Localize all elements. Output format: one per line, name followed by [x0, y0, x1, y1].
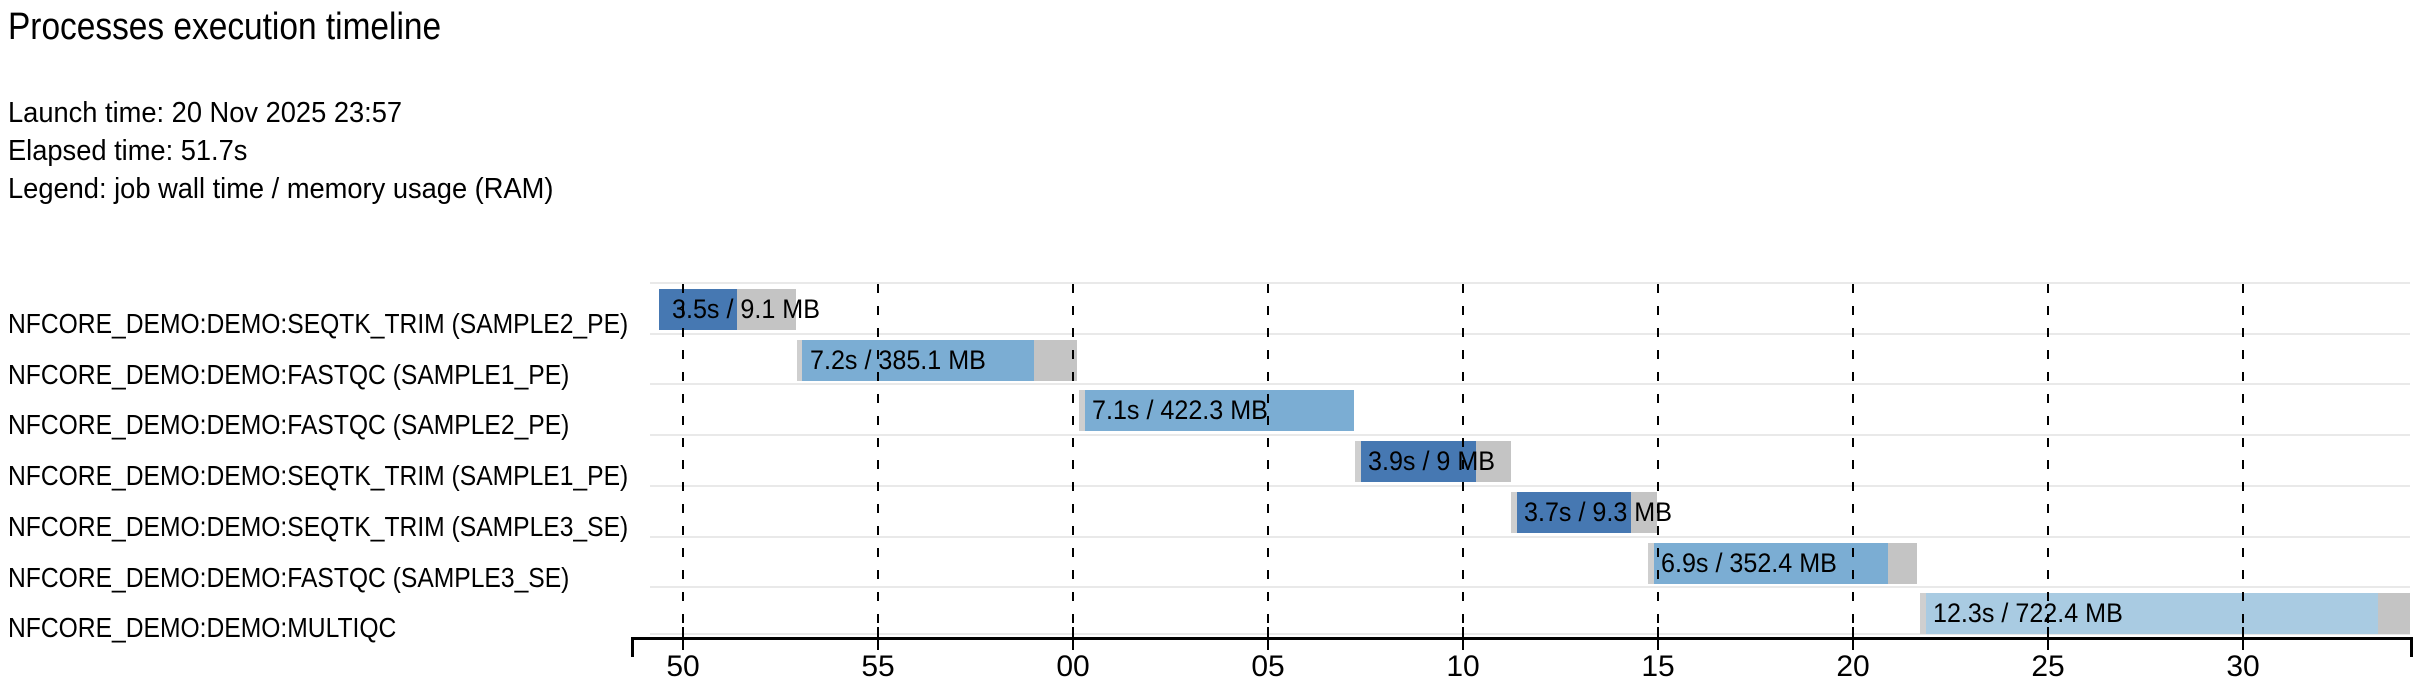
axis-tick-label: 50 — [666, 650, 700, 683]
axis-tick — [1462, 627, 1464, 650]
bar-segment-run — [1654, 542, 1889, 584]
axis-tick-label: 30 — [2226, 650, 2260, 683]
bar-label: 3.7s / 9.3 MB — [1524, 496, 1672, 527]
row-separator-line — [650, 332, 2410, 335]
elapsed-time-text: Elapsed time: 51.7s — [8, 135, 248, 167]
gridline-dashed — [682, 284, 684, 642]
bar-segment-run — [1516, 491, 1632, 533]
legend-text: Legend: job wall time / memory usage (RA… — [8, 173, 554, 205]
axis-tick — [2047, 627, 2049, 650]
axis-tick-label: 55 — [861, 650, 895, 683]
row-separator-line — [650, 586, 2410, 589]
row-separator-line — [650, 484, 2410, 487]
process-label: NFCORE_DEMO:DEMO:FASTQC (SAMPLE3_SE) — [8, 561, 570, 593]
axis-tick — [1852, 627, 1854, 650]
axis-end-tick-left — [631, 637, 634, 657]
axis-tick — [1267, 627, 1269, 650]
bar-segment-pre — [796, 339, 802, 381]
axis-tick-label: 00 — [1056, 650, 1090, 683]
axis-tick — [1657, 627, 1659, 650]
bar-segment-run — [1925, 593, 2378, 635]
report-meta: Launch time: 20 Nov 2025 23:57 Elapsed t… — [8, 94, 553, 208]
bar-segment-run — [1085, 390, 1355, 432]
bar-segment-pre — [1355, 441, 1361, 483]
gridline-dashed — [877, 284, 879, 642]
row-separator-line — [650, 282, 2410, 284]
axis-end-tick-right — [2410, 637, 2413, 657]
row-separator-line — [650, 633, 2410, 635]
gridline-dashed — [1657, 284, 1659, 642]
bar-segment-overhead — [1034, 339, 1077, 381]
bar-segment-pre — [1647, 542, 1655, 584]
row-separator-line — [650, 535, 2410, 538]
gridline-dashed — [2242, 284, 2244, 642]
axis-tick-label: 10 — [1446, 650, 1480, 683]
bar-segment-overhead — [2377, 593, 2410, 635]
gridline-dashed — [1267, 284, 1269, 642]
bar-segment-overhead — [1475, 441, 1511, 483]
axis-tick-label: 25 — [2031, 650, 2065, 683]
bar-label: 6.9s / 352.4 MB — [1660, 547, 1837, 578]
bar-segment-pre — [1511, 491, 1517, 533]
axis-tick — [682, 627, 684, 650]
process-label: NFCORE_DEMO:DEMO:SEQTK_TRIM (SAMPLE1_PE) — [8, 460, 629, 492]
axis-tick-label: 15 — [1641, 650, 1675, 683]
gridline-dashed — [2047, 284, 2049, 642]
axis-tick-label: 20 — [1836, 650, 1870, 683]
axis-tick — [877, 627, 879, 650]
bar-label: 3.5s / 9.1 MB — [671, 294, 820, 324]
bar-segment-run — [658, 289, 737, 330]
bar-segment-run — [802, 339, 1035, 381]
axis-tick-label: 05 — [1251, 650, 1285, 683]
process-label: NFCORE_DEMO:DEMO:MULTIQC — [8, 612, 397, 644]
gridline-dashed — [1072, 284, 1074, 642]
bar-segment-pre — [1078, 390, 1085, 432]
bar-segment-run — [1360, 441, 1476, 483]
gridline-dashed — [1462, 284, 1464, 642]
page-title: Processes execution timeline — [8, 6, 442, 48]
gridline-dashed — [1852, 284, 1854, 642]
bar-label: 3.9s / 9 MB — [1368, 446, 1496, 477]
row-separator-line — [650, 383, 2410, 386]
process-label: NFCORE_DEMO:DEMO:SEQTK_TRIM (SAMPLE2_PE) — [8, 308, 629, 339]
bar-label: 7.2s / 385.1 MB — [809, 344, 986, 375]
row-separator-line — [650, 434, 2410, 437]
process-label: NFCORE_DEMO:DEMO:FASTQC (SAMPLE1_PE) — [8, 358, 570, 390]
axis-tick — [1072, 627, 1074, 650]
process-label: NFCORE_DEMO:DEMO:FASTQC (SAMPLE2_PE) — [8, 409, 570, 441]
bar-label: 12.3s / 722.4 MB — [1933, 598, 2123, 629]
bar-label: 7.1s / 422.3 MB — [1091, 395, 1268, 426]
bar-segment-overhead — [1631, 491, 1657, 533]
launch-time-text: Launch time: 20 Nov 2025 23:57 — [8, 97, 403, 129]
process-label: NFCORE_DEMO:DEMO:SEQTK_TRIM (SAMPLE3_SE) — [8, 510, 629, 542]
bar-segment-overhead — [736, 289, 797, 330]
bar-segment-overhead — [1888, 542, 1917, 584]
time-axis-line — [631, 637, 2413, 640]
axis-tick — [2242, 627, 2244, 650]
bar-segment-pre — [1920, 593, 1926, 635]
